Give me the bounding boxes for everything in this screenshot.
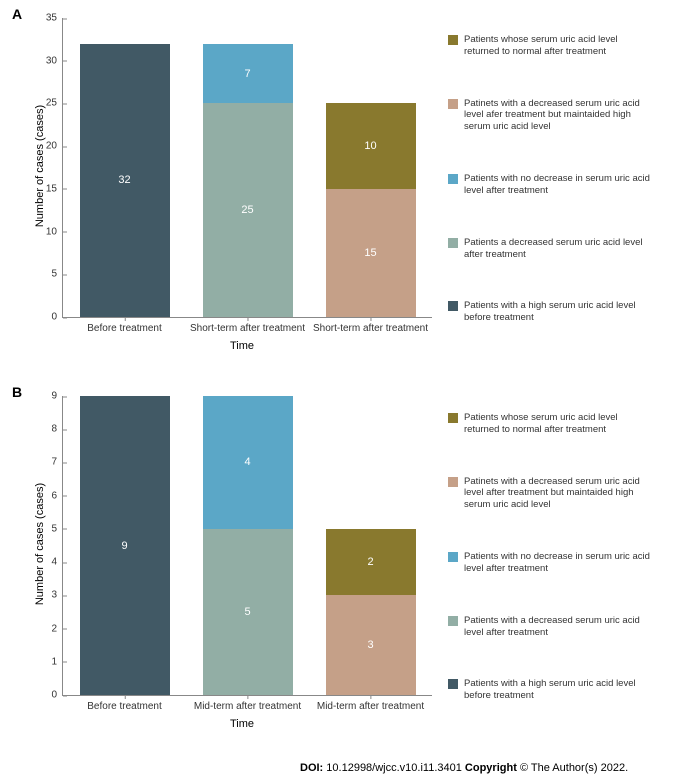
y-tick: 30 (46, 55, 63, 66)
copyright-label: Copyright (465, 762, 517, 774)
bar-segment: 5 (203, 529, 293, 695)
doi-label: DOI: (300, 762, 323, 774)
y-axis-label-a: Number of cases (cases) (34, 86, 46, 246)
legend-swatch (448, 679, 458, 689)
legend-swatch (448, 477, 458, 487)
legend-swatch (448, 35, 458, 45)
legend-b: Patients whose serum uric acid level ret… (448, 412, 654, 702)
y-tick: 2 (51, 623, 63, 634)
bar: 32 (326, 529, 416, 695)
bar-segment: 3 (326, 595, 416, 695)
y-tick: 6 (51, 490, 63, 501)
y-tick: 0 (51, 690, 63, 701)
legend-item: Patients whose serum uric acid level ret… (448, 412, 654, 436)
legend-label: Patients a decreased serum uric acid lev… (464, 237, 654, 261)
legend-item: Patients with no decrease in serum uric … (448, 173, 654, 197)
legend-a: Patients whose serum uric acid level ret… (448, 34, 654, 324)
plot-area-a: 0510152025303532Before treatment257Short… (62, 18, 432, 318)
legend-label: Patients with no decrease in serum uric … (464, 551, 654, 575)
bar-segment: 9 (80, 396, 170, 695)
x-tick: Short-term after treatment (313, 317, 428, 334)
plot-area-b: 01234567899Before treatment54Mid-term af… (62, 396, 432, 696)
legend-label: Patinets with a decreased serum uric aci… (464, 98, 654, 134)
legend-label: Patients with a high serum uric acid lev… (464, 300, 654, 324)
y-tick: 5 (51, 523, 63, 534)
legend-label: Patinets with a decreased serum uric aci… (464, 476, 654, 512)
y-tick: 25 (46, 98, 63, 109)
x-axis-label-a: Time (230, 340, 254, 352)
legend-item: Patients with a high serum uric acid lev… (448, 300, 654, 324)
y-tick: 1 (51, 656, 63, 667)
bar: 54 (203, 396, 293, 695)
legend-swatch (448, 413, 458, 423)
bar: 9 (80, 396, 170, 695)
bar: 1510 (326, 103, 416, 317)
x-tick: Before treatment (87, 695, 161, 712)
legend-swatch (448, 174, 458, 184)
bar: 32 (80, 44, 170, 317)
legend-item: Patients with a decreased serum uric aci… (448, 615, 654, 639)
legend-item: Patients whose serum uric acid level ret… (448, 34, 654, 58)
y-tick: 5 (51, 269, 63, 280)
copyright-text: © The Author(s) 2022. (520, 762, 628, 774)
chart-panel-a: A 0510152025303532Before treatment257Sho… (0, 0, 674, 380)
doi-value: 10.12998/wjcc.v10.i11.3401 (326, 762, 462, 774)
bar-segment: 15 (326, 189, 416, 317)
y-axis-label-b: Number of cases (cases) (34, 464, 46, 624)
y-tick: 10 (46, 226, 63, 237)
bar: 257 (203, 44, 293, 317)
y-tick: 15 (46, 183, 63, 194)
y-tick: 4 (51, 557, 63, 568)
legend-swatch (448, 238, 458, 248)
bar-segment: 25 (203, 103, 293, 317)
bar-segment: 7 (203, 44, 293, 104)
bar-segment: 10 (326, 103, 416, 188)
legend-swatch (448, 616, 458, 626)
footer-citation: DOI: 10.12998/wjcc.v10.i11.3401 Copyrigh… (300, 762, 628, 774)
panel-letter-a: A (12, 6, 22, 22)
bar-segment: 4 (203, 396, 293, 529)
legend-swatch (448, 99, 458, 109)
x-axis-label-b: Time (230, 718, 254, 730)
y-tick: 35 (46, 13, 63, 24)
legend-item: Patinets with a decreased serum uric aci… (448, 98, 654, 134)
legend-label: Patients whose serum uric acid level ret… (464, 34, 654, 58)
legend-item: Patinets with a decreased serum uric aci… (448, 476, 654, 512)
legend-label: Patients with a decreased serum uric aci… (464, 615, 654, 639)
legend-item: Patients a decreased serum uric acid lev… (448, 237, 654, 261)
legend-item: Patients with no decrease in serum uric … (448, 551, 654, 575)
legend-swatch (448, 301, 458, 311)
legend-label: Patients with a high serum uric acid lev… (464, 678, 654, 702)
bar-segment: 32 (80, 44, 170, 317)
legend-label: Patients whose serum uric acid level ret… (464, 412, 654, 436)
legend-item: Patients with a high serum uric acid lev… (448, 678, 654, 702)
y-tick: 0 (51, 312, 63, 323)
y-tick: 7 (51, 457, 63, 468)
y-tick: 20 (46, 141, 63, 152)
chart-panel-b: B 01234567899Before treatment54Mid-term … (0, 378, 674, 758)
x-tick: Before treatment (87, 317, 161, 334)
legend-label: Patients with no decrease in serum uric … (464, 173, 654, 197)
y-tick: 3 (51, 590, 63, 601)
x-tick: Mid-term after treatment (317, 695, 424, 712)
bar-segment: 2 (326, 529, 416, 595)
panel-letter-b: B (12, 384, 22, 400)
legend-swatch (448, 552, 458, 562)
y-tick: 8 (51, 424, 63, 435)
y-tick: 9 (51, 391, 63, 402)
x-tick: Short-term after treatment (190, 317, 305, 334)
x-tick: Mid-term after treatment (194, 695, 301, 712)
